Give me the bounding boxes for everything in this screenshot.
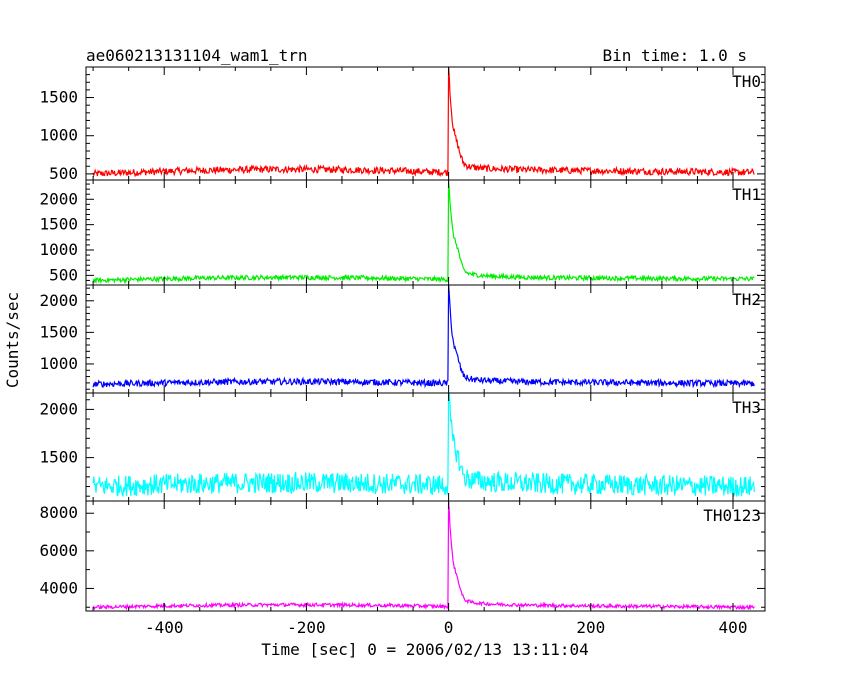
y-tick-label: 1000 [39, 354, 78, 373]
x-tick-label: 400 [719, 618, 748, 637]
panel-th0123: 4000 6000 8000 TH0123 [39, 500, 766, 612]
panel-name-label: TH0123 [703, 506, 761, 525]
series-line-th3 [92, 392, 755, 499]
x-tick-labels: -400 -200 0 200 400 [145, 618, 748, 637]
panel-frame [85, 500, 766, 612]
panel-th0: 500 1000 1500 TH0 [39, 66, 766, 183]
y-tick-label: 1500 [39, 322, 78, 341]
y-axis-label: Counts/sec [3, 292, 22, 388]
panels-group: 500 1000 1500 TH0 500 1000 1500 2000 TH1 1000 1500… [39, 66, 766, 612]
x-axis-label: Time [sec] 0 = 2006/02/13 13:11:04 [261, 640, 589, 659]
series-line-th2 [92, 284, 755, 389]
y-tick-label: 6000 [39, 541, 78, 560]
y-tick-label: 4000 [39, 578, 78, 597]
y-tick-label: 500 [49, 265, 78, 284]
y-tick-label: 1000 [39, 126, 78, 145]
y-tick-label: 1500 [39, 215, 78, 234]
y-tick-label: 8000 [39, 503, 78, 522]
y-tick-label: 2000 [39, 189, 78, 208]
y-tick-label: 500 [49, 164, 78, 183]
chart-subtitle: Bin time: 1.0 s [603, 46, 748, 65]
chart-title: ae060213131104_wam1_trn [86, 46, 308, 65]
panel-th2: 1000 1500 2000 TH2 [39, 284, 766, 394]
panel-th1: 500 1000 1500 2000 TH1 [39, 179, 766, 286]
x-tick-label: -200 [287, 618, 326, 637]
series-line-th1 [92, 181, 755, 285]
y-tick-label: 2000 [39, 291, 78, 310]
series-line-th0 [92, 66, 755, 178]
panel-name-label: TH3 [732, 398, 761, 417]
y-tick-label: 1500 [39, 448, 78, 467]
panel-th3: 1500 2000 TH3 [39, 392, 766, 502]
panel-name-label: TH1 [732, 185, 761, 204]
panel-name-label: TH2 [732, 290, 761, 309]
series-line-th0123 [92, 501, 755, 611]
y-tick-label: 1000 [39, 240, 78, 259]
panel-frame [85, 284, 766, 394]
y-tick-label: 2000 [39, 399, 78, 418]
panel-frame [85, 179, 766, 286]
x-tick-label: -400 [145, 618, 184, 637]
panel-frame [85, 66, 766, 181]
x-tick-label: 0 [444, 618, 454, 637]
y-tick-label: 1500 [39, 88, 78, 107]
x-tick-label: 200 [576, 618, 605, 637]
panel-name-label: TH0 [732, 72, 761, 91]
